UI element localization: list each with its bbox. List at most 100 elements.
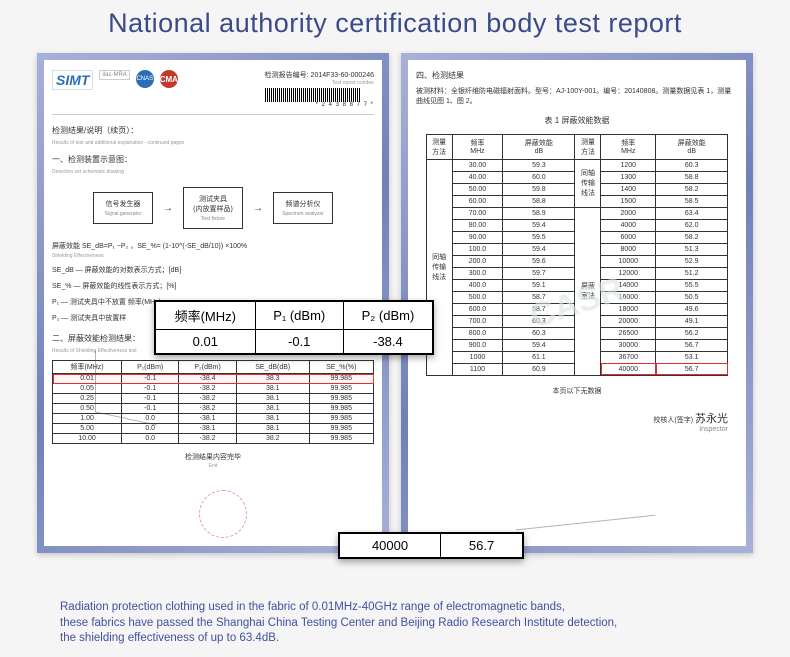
table-header: 频率 MHz xyxy=(601,134,656,159)
diagram-box-signal: 信号发生器 Signal generator xyxy=(93,192,153,224)
table-cell: 55.5 xyxy=(656,279,728,291)
end-en: End xyxy=(209,463,218,469)
cnas-badge-icon: CNAS xyxy=(136,70,154,88)
table-cell: 1000 xyxy=(452,351,503,363)
table-cell: 99.985 xyxy=(309,394,373,404)
table-cell: 49.6 xyxy=(656,303,728,315)
table-cell: 52.9 xyxy=(656,255,728,267)
table-cell: 38.2 xyxy=(236,434,309,444)
table-cell: 56.7 xyxy=(656,339,728,351)
overlay-header: 频率(MHz) xyxy=(156,302,256,330)
table-cell: 5.00 xyxy=(53,424,122,434)
diagram-box3-en: Spectrum analyzer xyxy=(282,211,324,217)
table-cell: 51.2 xyxy=(656,267,728,279)
table-cell: 50.00 xyxy=(452,183,503,195)
page-title: National authority certification body te… xyxy=(0,0,790,53)
table-cell: -38.2 xyxy=(179,404,237,414)
table-cell: 50.5 xyxy=(656,291,728,303)
method-cell: 屏蔽室法 xyxy=(575,207,601,375)
table-cell: 10000 xyxy=(601,255,656,267)
overlay-header: P₁ (dBm) xyxy=(255,302,343,330)
table-cell: 40000 xyxy=(601,363,656,375)
inspector-label: 校核人(签字) xyxy=(653,417,693,424)
table-cell: 60.3 xyxy=(503,315,575,327)
table-cell: 8000 xyxy=(601,243,656,255)
formula-sedb: SE_dB — 屏蔽效能的对数表示方式；[dB] xyxy=(52,265,374,275)
table-cell: 20000 xyxy=(601,315,656,327)
table-cell: 62.0 xyxy=(656,219,728,231)
table-cell: 56.2 xyxy=(656,327,728,339)
table-cell: 10.00 xyxy=(53,434,122,444)
report-number-en: Test report number xyxy=(265,80,374,86)
table-cell: 60.9 xyxy=(503,363,575,375)
table-cell: 59.4 xyxy=(503,219,575,231)
inspector-block: 校核人(签字) 苏永光 Inspector xyxy=(416,410,728,433)
table-cell: 59.6 xyxy=(503,255,575,267)
left-doc-header: SIMT ilac-MRA CNAS CMA 检测报告编号: 2014F33-6… xyxy=(52,70,374,115)
table-cell: 59.1 xyxy=(503,279,575,291)
right-document: CASR 四、检测结果 被测材料：全银纤维防电磁辐射面料。型号：AJ-100Y-… xyxy=(401,53,753,553)
table-cell: 2000 xyxy=(601,207,656,219)
table-row: 1.000.0-38.138.199.985 xyxy=(53,414,374,424)
table-cell: -38.2 xyxy=(179,434,237,444)
table-cell: 38.1 xyxy=(236,384,309,394)
diagram-box-fixture: 测试夹具 (内放置样品) Test fixture xyxy=(183,187,243,229)
table-cell: 200.0 xyxy=(452,255,503,267)
overlay-cell: -0.1 xyxy=(255,330,343,354)
table-cell: 80.00 xyxy=(452,219,503,231)
table-cell: 99.985 xyxy=(309,384,373,394)
table-cell: 0.0 xyxy=(122,434,179,444)
table-cell: 58.7 xyxy=(503,303,575,315)
table-row: 10.000.0-38.238.299.985 xyxy=(53,434,374,444)
barcode-block: 检测报告编号: 2014F33-60-000246 Test report nu… xyxy=(265,70,374,108)
no-more-data: 本页以下无数据 xyxy=(416,386,738,396)
overlay2-freq: 40000 xyxy=(340,534,441,558)
diagram-box3-label: 频谱分析仪 xyxy=(286,201,321,208)
table-cell: 90.00 xyxy=(452,231,503,243)
table-cell: 18000 xyxy=(601,303,656,315)
table-row: 同轴传输线法30.0059.3同轴传输线法120060.3 xyxy=(426,159,728,171)
inspector-signature: 苏永光 xyxy=(695,413,728,425)
table-row: 5.000.0-38.138.199.985 xyxy=(53,424,374,434)
right-table-title: 表 1 屏蔽效能数据 xyxy=(416,115,738,126)
table-cell: 900.0 xyxy=(452,339,503,351)
table-cell: -38.1 xyxy=(179,424,237,434)
table-cell: 26500 xyxy=(601,327,656,339)
diagram-box2-label: 测试夹具 (内放置样品) xyxy=(193,196,233,213)
table-cell: 59.5 xyxy=(503,231,575,243)
table-header: SE_%(%) xyxy=(309,361,373,374)
table-cell: 60.3 xyxy=(656,159,728,171)
table-cell: 99.985 xyxy=(309,434,373,444)
table-cell: 99.985 xyxy=(309,404,373,414)
table-cell: 63.4 xyxy=(656,207,728,219)
barcode-digits: * 2 4 3 8 8 7 7 * xyxy=(265,102,374,108)
diagram-box2-en: Test fixture xyxy=(192,216,234,222)
table-cell: 1400 xyxy=(601,183,656,195)
table-cell: 99.985 xyxy=(309,414,373,424)
table-cell: 400.0 xyxy=(452,279,503,291)
table-cell: 60.3 xyxy=(503,327,575,339)
table-cell: -38.1 xyxy=(179,414,237,424)
table-cell: 500.0 xyxy=(452,291,503,303)
method-cell: 同轴传输线法 xyxy=(575,159,601,207)
table-cell: 1100 xyxy=(452,363,503,375)
footer-line3: the shielding effectiveness of up to 63.… xyxy=(60,631,740,647)
table-cell: 58.5 xyxy=(656,195,728,207)
table-header: 屏蔽效能 dB xyxy=(503,134,575,159)
callout-line xyxy=(95,350,157,425)
end-label: 检测结果内容完毕 End xyxy=(52,452,374,469)
formula-se-en: Shielding Effectiveness xyxy=(52,253,374,259)
table-cell: 30000 xyxy=(601,339,656,351)
table-cell: 99.985 xyxy=(309,374,373,384)
table-cell: 0.0 xyxy=(122,424,179,434)
table-cell: 58.8 xyxy=(503,195,575,207)
report-number: 检测报告编号: 2014F33-60-000246 xyxy=(265,70,374,80)
table-cell: -38.2 xyxy=(179,394,237,404)
table-cell: 58.2 xyxy=(656,183,728,195)
table-header: SE_dB(dB) xyxy=(236,361,309,374)
simt-logo: SIMT xyxy=(52,70,93,90)
ilac-badge: ilac-MRA xyxy=(99,70,129,80)
table-cell: 59.7 xyxy=(503,267,575,279)
section-a-en: Detection set schematic drawing xyxy=(52,169,374,175)
section-a-title: 一、检测装置示意图： xyxy=(52,154,374,165)
